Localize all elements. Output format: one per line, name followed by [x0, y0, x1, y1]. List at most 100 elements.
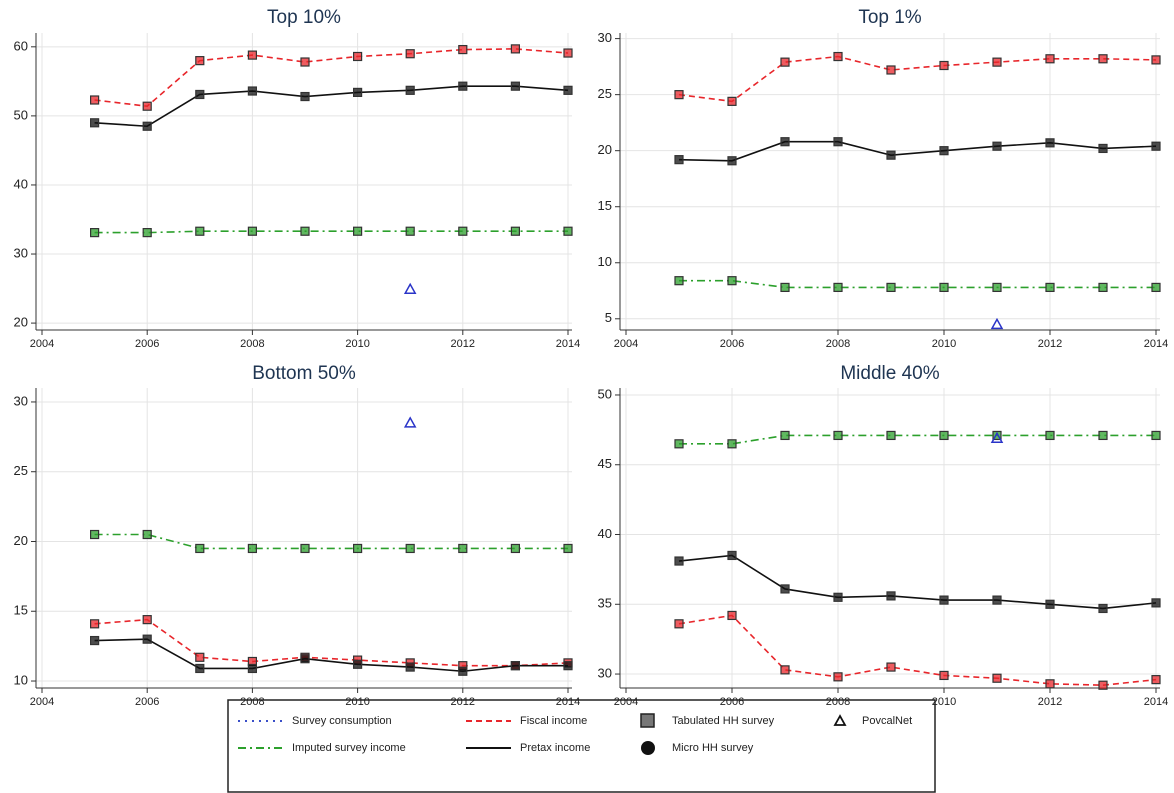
marker	[727, 276, 737, 286]
marker	[300, 57, 310, 67]
panel-title: Top 1%	[858, 7, 921, 28]
marker	[510, 543, 520, 554]
y-tick-label: 20	[14, 533, 28, 548]
marker	[510, 44, 520, 54]
marker	[247, 543, 257, 554]
x-tick-label: 2008	[240, 338, 264, 350]
panel-title: Bottom 50%	[252, 363, 356, 384]
series: PovcalNet	[403, 282, 417, 294]
marker	[89, 529, 100, 540]
marker	[142, 634, 152, 644]
marker	[939, 430, 949, 441]
legend-label: Survey consumption	[292, 715, 392, 727]
legend-sample	[641, 741, 655, 755]
marker	[89, 95, 100, 105]
marker	[833, 51, 843, 62]
marker	[1151, 675, 1161, 685]
legend-sample	[640, 713, 655, 728]
marker	[674, 439, 684, 449]
marker	[992, 595, 1002, 605]
marker	[195, 543, 205, 554]
marker	[674, 90, 684, 100]
marker	[142, 228, 152, 238]
marker	[300, 91, 310, 102]
x-tick-label: 2014	[556, 338, 580, 350]
legend-label: Pretax income	[520, 742, 590, 754]
marker	[727, 610, 737, 621]
series: Imputed survey income	[89, 226, 573, 238]
marker	[939, 670, 949, 681]
line	[678, 614, 1157, 687]
line	[94, 638, 568, 673]
marker	[1151, 598, 1161, 608]
marker	[89, 228, 100, 238]
marker	[1151, 430, 1161, 441]
line	[94, 533, 568, 550]
marker	[142, 529, 152, 540]
marker	[247, 226, 257, 236]
marker	[563, 661, 573, 671]
line	[94, 618, 569, 667]
marker	[1098, 680, 1108, 690]
legend-label: Micro HH survey	[672, 742, 754, 754]
line	[678, 554, 1157, 610]
series: Pretax income	[674, 550, 1161, 614]
x-tick-label: 2004	[30, 696, 54, 708]
series: Fiscal income	[674, 610, 1161, 690]
x-tick-label: 2010	[932, 338, 956, 350]
x-tick-label: 2006	[135, 696, 159, 708]
line	[678, 55, 1157, 103]
marker	[89, 118, 100, 128]
y-tick-label: 30	[14, 393, 28, 408]
series: Pretax income	[89, 81, 573, 131]
marker	[405, 543, 415, 554]
marker	[510, 81, 520, 91]
marker	[1045, 54, 1055, 64]
marker	[247, 663, 257, 674]
series: Fiscal income	[89, 44, 573, 111]
marker	[1045, 430, 1055, 441]
y-tick-label: 50	[14, 107, 28, 122]
marker	[833, 137, 843, 147]
marker	[1098, 430, 1108, 441]
marker	[833, 672, 843, 682]
marker	[195, 663, 205, 674]
marker	[886, 591, 896, 601]
x-tick-label: 2006	[720, 338, 744, 350]
marker	[992, 430, 1002, 441]
marker	[142, 121, 152, 131]
series: Pretax income	[89, 634, 573, 676]
marker	[1098, 282, 1108, 293]
x-tick-label: 2012	[451, 696, 475, 708]
marker	[89, 619, 100, 629]
point	[990, 317, 1004, 330]
y-tick-label: 45	[598, 456, 612, 471]
y-tick-label: 30	[598, 665, 612, 680]
series: Pretax income	[674, 137, 1161, 166]
marker	[300, 654, 310, 664]
y-tick-label: 10	[14, 672, 28, 687]
x-tick-label: 2004	[614, 696, 638, 708]
marker	[727, 550, 737, 561]
y-tick-label: 20	[598, 142, 612, 157]
x-tick-label: 2008	[240, 696, 264, 708]
marker	[674, 556, 684, 566]
series: PovcalNet	[403, 416, 417, 428]
marker	[674, 619, 684, 629]
marker	[353, 51, 363, 62]
marker	[458, 226, 468, 236]
marker	[833, 430, 843, 441]
marker	[780, 282, 790, 293]
y-tick-label: 5	[605, 310, 612, 325]
x-tick-label: 2004	[30, 338, 54, 350]
x-tick-label: 2014	[1144, 338, 1168, 350]
line	[678, 140, 1157, 162]
marker	[142, 615, 152, 625]
series: Imputed survey income	[674, 430, 1161, 449]
marker	[89, 635, 100, 646]
marker	[727, 439, 737, 449]
marker	[939, 282, 949, 293]
marker	[458, 543, 468, 554]
marker	[780, 137, 790, 147]
